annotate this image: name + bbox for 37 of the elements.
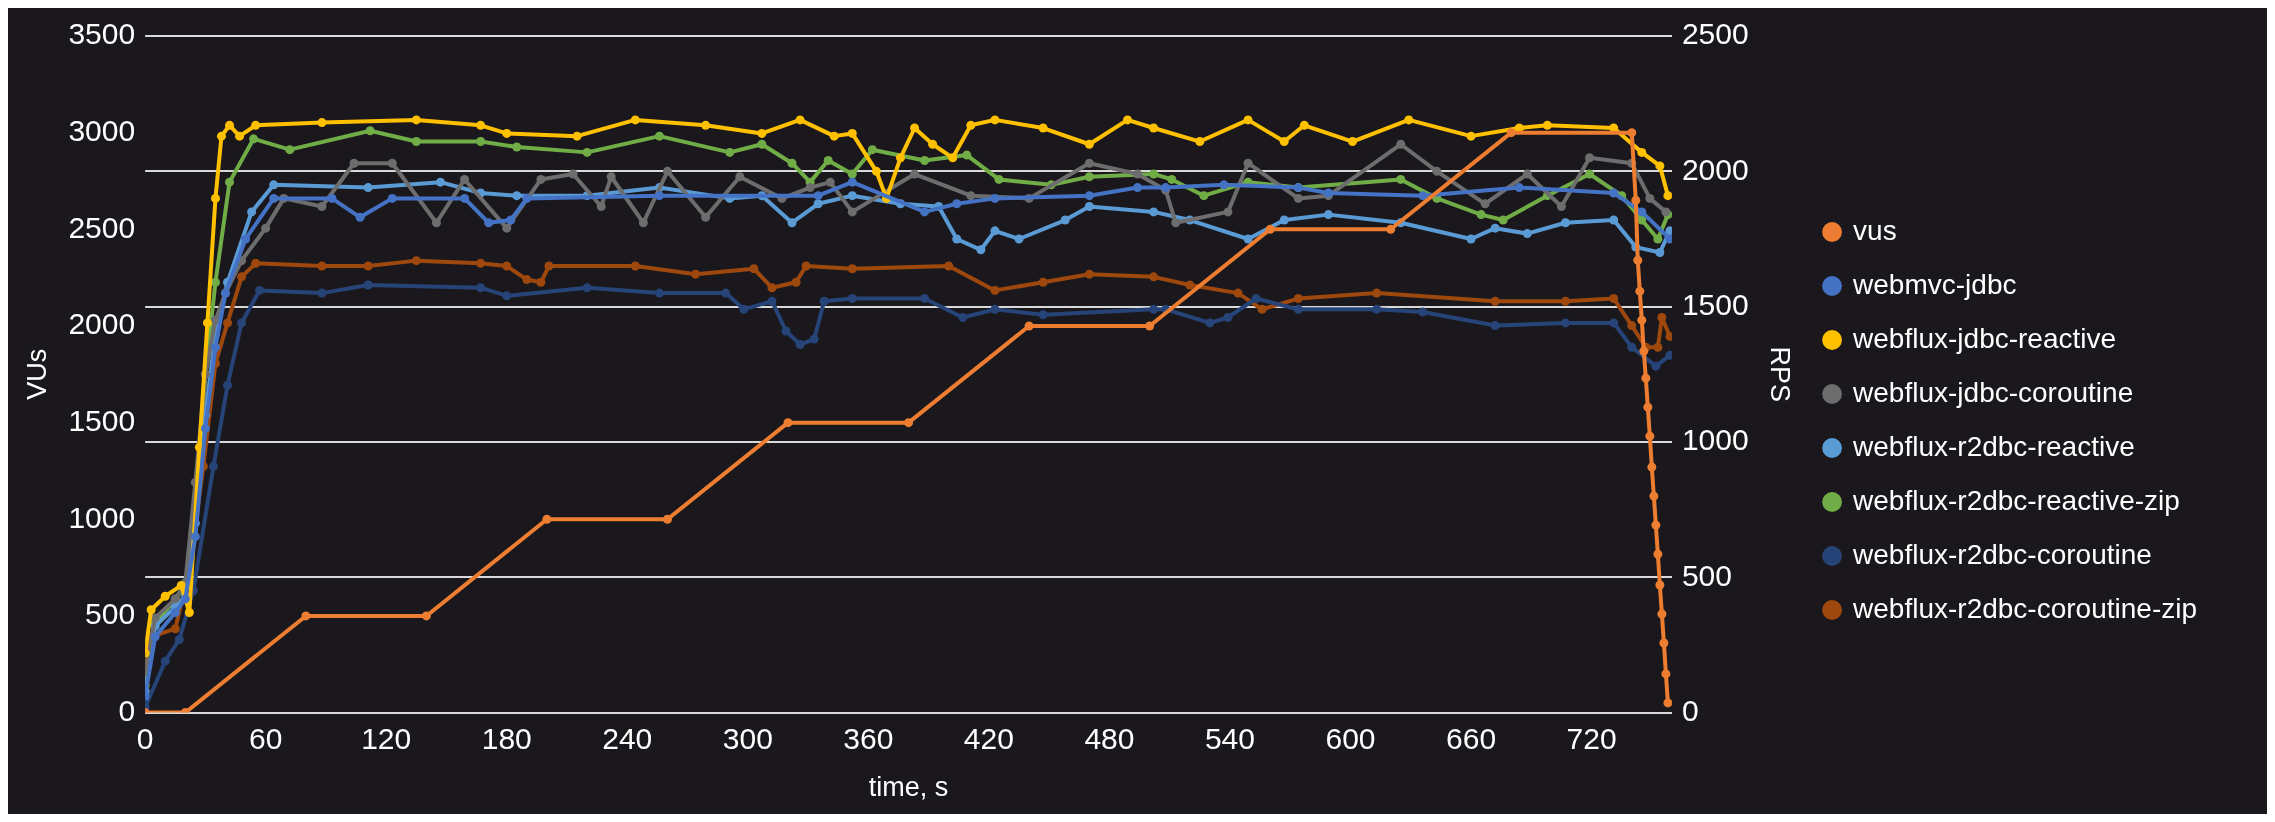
- y-tick-label: 0: [118, 693, 136, 727]
- y2-tick-label: 0: [1681, 693, 1699, 727]
- legend-label: webflux-r2dbc-reactive: [1852, 430, 2135, 462]
- x-tick-label: 360: [843, 721, 894, 755]
- legend-label: vus: [1853, 214, 1897, 246]
- legend-label: webmvc-jdbc: [1852, 268, 2017, 300]
- x-tick-label: 420: [963, 721, 1014, 755]
- x-tick-label: 180: [481, 721, 532, 755]
- y-axis-title: VUs: [21, 348, 52, 400]
- y2-axis-title: RPS: [1765, 346, 1796, 403]
- x-tick-label: 480: [1084, 721, 1135, 755]
- y-tick-label: 2000: [68, 307, 136, 341]
- x-tick-label: 660: [1446, 721, 1497, 755]
- x-tick-label: 60: [248, 721, 283, 755]
- x-tick-label: 120: [361, 721, 412, 755]
- x-tick-label: 540: [1204, 721, 1255, 755]
- y2-tick-label: 2500: [1681, 17, 1749, 51]
- y2-tick-label: 500: [1681, 558, 1732, 592]
- y2-tick-label: 1500: [1681, 287, 1749, 321]
- y-tick-label: 2500: [68, 210, 136, 244]
- y-tick-label: 1000: [68, 500, 136, 534]
- y2-tick-label: 1000: [1681, 423, 1749, 457]
- x-tick-label: 720: [1566, 721, 1617, 755]
- legend-label: webflux-r2dbc-reactive-zip: [1852, 484, 2180, 516]
- y-tick-label: 3000: [68, 113, 136, 147]
- legend-label: webflux-jdbc-coroutine: [1852, 376, 2134, 408]
- y-tick-label: 3500: [68, 17, 136, 51]
- legend-label: webflux-jdbc-reactive: [1852, 322, 2117, 354]
- y-tick-label: 500: [85, 597, 136, 631]
- legend-label: webflux-r2dbc-coroutine: [1852, 538, 2152, 570]
- y-tick-label: 1500: [68, 403, 136, 437]
- x-tick-label: 240: [602, 721, 653, 755]
- y2-tick-label: 2000: [1681, 152, 1749, 186]
- x-tick-label: 300: [722, 721, 773, 755]
- x-axis-title: time, s: [868, 772, 949, 803]
- legend-label: webflux-r2dbc-coroutine-zip: [1852, 592, 2198, 624]
- x-tick-label: 600: [1325, 721, 1376, 755]
